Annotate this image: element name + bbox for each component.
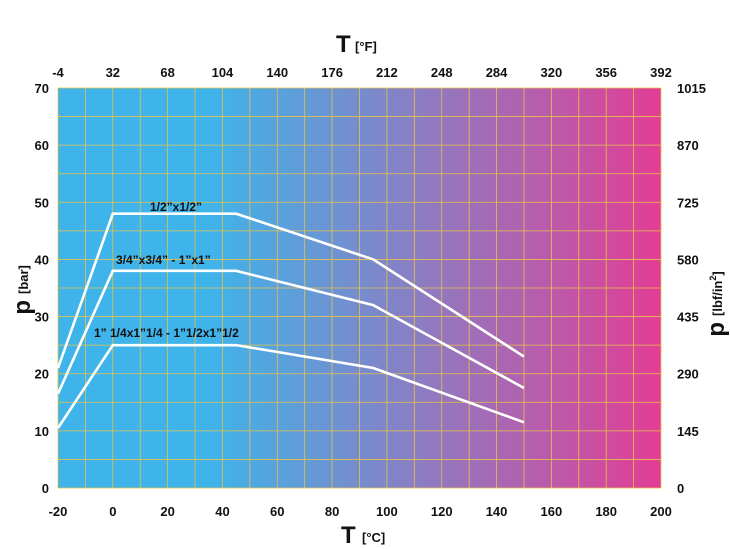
right-axis-symbol: p xyxy=(703,322,730,337)
x-top-tick-label: 356 xyxy=(595,65,617,80)
y-left-tick-label: 70 xyxy=(35,81,49,96)
y-left-tick-label: 40 xyxy=(35,252,49,267)
x-bottom-tick-label: 160 xyxy=(541,504,563,519)
x-top-tick-label: 284 xyxy=(486,65,508,80)
right-axis-unit-main: [lbf/in xyxy=(710,281,725,316)
series-line-1 xyxy=(56,212,525,369)
y-right-tick-label: 435 xyxy=(677,310,699,325)
x-top-tick-label: 32 xyxy=(106,65,120,80)
series-label-3: 1” 1/4x1”1/4 - 1”1/2x1”1/2 xyxy=(94,326,239,340)
y-left-tick-label: 30 xyxy=(35,310,49,325)
series-line-3 xyxy=(56,343,525,429)
x-bottom-tick-label: 140 xyxy=(486,504,508,519)
x-bottom-tick-label: 0 xyxy=(109,504,116,519)
right-axis-unit-sup: 2 xyxy=(708,276,718,281)
left-axis-symbol: p xyxy=(9,300,36,315)
y-left-tick-label: 60 xyxy=(35,138,49,153)
x-top-tick-label: 68 xyxy=(160,65,174,80)
y-right-tick-label: 290 xyxy=(677,367,699,382)
y-left-tick-label: 0 xyxy=(42,481,49,496)
series-labels: 1/2”x1/2” 3/4”x3/4” - 1”x1” 1” 1/4x1”1/4 -… xyxy=(94,200,239,340)
x-bottom-tick-label: 60 xyxy=(270,504,284,519)
series-lines xyxy=(56,212,525,429)
top-axis-symbol: T xyxy=(336,31,351,58)
y-right-tick-label: 870 xyxy=(677,138,699,153)
x-top-tick-label: -4 xyxy=(52,65,64,80)
x-top-tick-label: 104 xyxy=(212,65,234,80)
x-top-tick-label: 176 xyxy=(321,65,343,80)
x-bottom-tick-label: 180 xyxy=(595,504,617,519)
y-right-tick-label: 145 xyxy=(677,424,699,439)
x-bottom-tick-label: 100 xyxy=(376,504,398,519)
x-bottom-tick-label: -20 xyxy=(49,504,68,519)
x-top-tick-label: 140 xyxy=(266,65,288,80)
y-right-tick-label: 725 xyxy=(677,195,699,210)
x-bottom-tick-label: 120 xyxy=(431,504,453,519)
y-right-tick-label: 0 xyxy=(677,481,684,496)
bottom-axis-unit: [°C] xyxy=(362,530,385,545)
x-top-tick-label: 212 xyxy=(376,65,398,80)
x-bottom-tick-label: 80 xyxy=(325,504,339,519)
top-axis-unit: [°F] xyxy=(355,39,377,54)
x-top-tick-label: 320 xyxy=(541,65,563,80)
series-label-1: 1/2”x1/2” xyxy=(150,200,202,214)
left-axis-unit: [bar] xyxy=(16,265,31,294)
x-bottom-tick-label: 20 xyxy=(160,504,174,519)
x-top-tick-label: 248 xyxy=(431,65,453,80)
y-left-tick-label: 20 xyxy=(35,367,49,382)
right-axis-unit-end: ] xyxy=(710,271,725,275)
y-right-tick-label: 580 xyxy=(677,252,699,267)
bottom-axis-symbol: T xyxy=(341,522,356,549)
y-left-tick-label: 50 xyxy=(35,195,49,210)
series-line-2 xyxy=(56,269,525,395)
x-bottom-tick-label: 200 xyxy=(650,504,672,519)
series-label-2: 3/4”x3/4” - 1”x1” xyxy=(116,253,211,267)
y-left-tick-label: 10 xyxy=(35,424,49,439)
x-top-tick-label: 392 xyxy=(650,65,672,80)
x-bottom-tick-label: 40 xyxy=(215,504,229,519)
y-right-tick-label: 1015 xyxy=(677,81,706,96)
tick-labels: -20 0 20 40 60 80 100 120 140 160 180 200-4 32 68 104 1… xyxy=(35,65,706,519)
right-axis-unit: [lbf/in2] xyxy=(708,271,725,316)
